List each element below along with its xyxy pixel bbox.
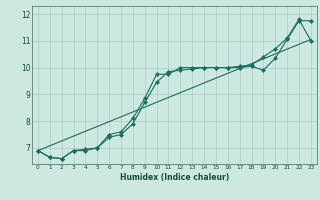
X-axis label: Humidex (Indice chaleur): Humidex (Indice chaleur) <box>120 173 229 182</box>
